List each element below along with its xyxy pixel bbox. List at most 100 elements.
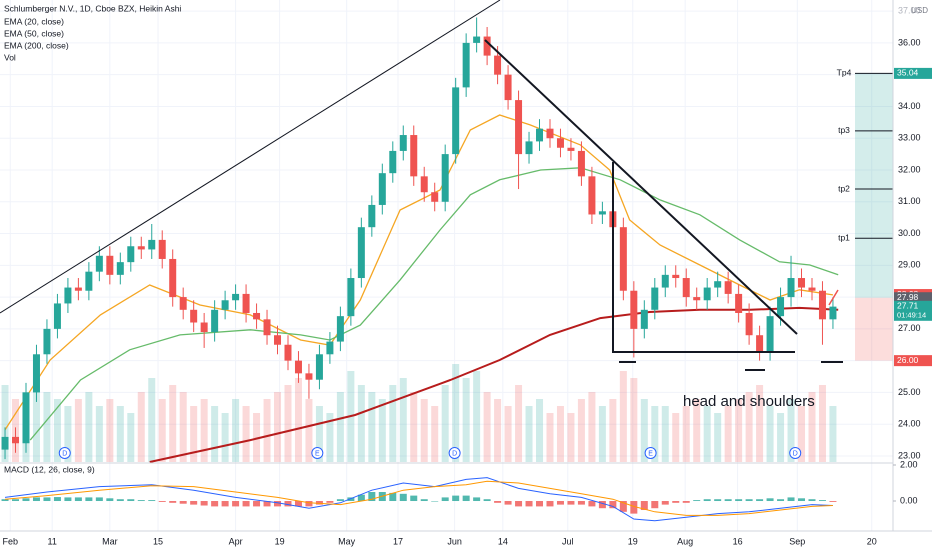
price-tag-label: 35.04 (897, 68, 919, 78)
candle-body (808, 287, 816, 291)
candle-body (179, 297, 187, 310)
x-tick-label: 14 (498, 536, 508, 546)
candle-body (567, 147, 575, 151)
event-marker (789, 447, 802, 459)
x-tick-label: 19 (628, 536, 638, 546)
macd-bar (441, 497, 449, 502)
candle-body (598, 211, 606, 215)
volume-bar (315, 406, 323, 462)
candle-body (242, 293, 250, 313)
event-label: D (62, 450, 67, 457)
candle-body (336, 316, 344, 342)
macd-bar (777, 499, 785, 502)
macd-bar (53, 497, 61, 502)
candle-body (630, 290, 638, 329)
candle-body (169, 258, 177, 298)
candle-body (326, 341, 334, 355)
candle-body (399, 135, 407, 151)
volume-bar (399, 378, 407, 462)
macd-bar (211, 501, 219, 507)
volume-bar (567, 413, 575, 462)
macd-bar (420, 499, 428, 502)
volume-bar (588, 392, 596, 462)
volume-bar (221, 413, 229, 462)
macd-bar (85, 497, 93, 502)
y-tick-label: 36.00 (898, 37, 921, 47)
x-tick-label: Jul (562, 536, 574, 546)
macd-bar (640, 501, 648, 511)
macd-pane (1, 477, 837, 522)
volume-pane (1, 364, 837, 462)
volume-bar (619, 371, 627, 462)
volume-bar (43, 392, 51, 462)
candle-body (74, 287, 82, 291)
annotation: head and shoulders (683, 393, 815, 410)
candle-body (347, 278, 355, 317)
candle-body (640, 309, 648, 329)
volume-bar (431, 406, 439, 462)
candle-body (274, 335, 282, 345)
candle-body (798, 278, 806, 288)
candle-body (253, 312, 261, 320)
macd-bar (200, 501, 208, 506)
target-label: tp3 (838, 125, 850, 135)
candle-body (714, 281, 722, 288)
candle-body (116, 262, 124, 275)
y-tick-label: 31.00 (898, 196, 921, 206)
candle-body (263, 319, 271, 336)
macd-bar (494, 501, 502, 503)
macd-bar (766, 498, 774, 502)
price-tag (894, 355, 932, 367)
candle-body (315, 354, 323, 380)
candle-body (787, 278, 795, 298)
macd-tick-label: 0.00 (900, 495, 918, 505)
volume-bar (378, 399, 386, 462)
macd-bar (609, 501, 617, 509)
event-label: E (315, 450, 320, 457)
x-tick-label: 15 (153, 536, 163, 546)
candle-body (494, 55, 502, 75)
macd-bar (232, 501, 240, 507)
volume-bar (473, 371, 481, 462)
macd-bar (745, 499, 753, 502)
macd-bar (1, 499, 9, 502)
time-axis (0, 531, 932, 550)
volume-bar (682, 406, 690, 462)
macd-bar (169, 501, 177, 503)
event-marker (311, 447, 324, 459)
volume-bar (336, 392, 344, 462)
macd-bar (682, 501, 690, 503)
macd-bar (829, 501, 837, 502)
macd-bar (714, 499, 722, 502)
candle-body (556, 138, 564, 148)
candle-body (693, 297, 701, 301)
volume-bar (504, 406, 512, 462)
macd-bar (221, 501, 229, 507)
y-tick-label: 25.00 (898, 387, 921, 397)
candle-body (777, 297, 785, 317)
x-tick-label: 19 (275, 536, 285, 546)
price-tag (894, 67, 932, 79)
x-tick-label: 17 (393, 536, 403, 546)
x-tick-label: Apr (229, 536, 243, 546)
candle-body (661, 274, 669, 288)
macd-bar (12, 499, 20, 502)
volume-bar (735, 399, 743, 462)
candle-body (43, 328, 51, 355)
macd-bar (326, 501, 334, 503)
candle-body (515, 100, 523, 155)
legend-entry: MACD (12, 26, close, 9) (4, 464, 95, 474)
macd-bar (536, 501, 544, 507)
volume-bar (106, 399, 114, 462)
volume-bar (85, 392, 93, 462)
macd-bar (577, 501, 585, 505)
macd-bar (315, 501, 323, 505)
price-tag (894, 300, 932, 321)
candle-body (127, 246, 135, 263)
volume-bar (410, 392, 418, 462)
macd-bar (95, 497, 103, 502)
volume-bar (787, 399, 795, 462)
macd-bar (347, 497, 355, 502)
candle-body (410, 135, 418, 177)
ema-line (149, 306, 839, 463)
